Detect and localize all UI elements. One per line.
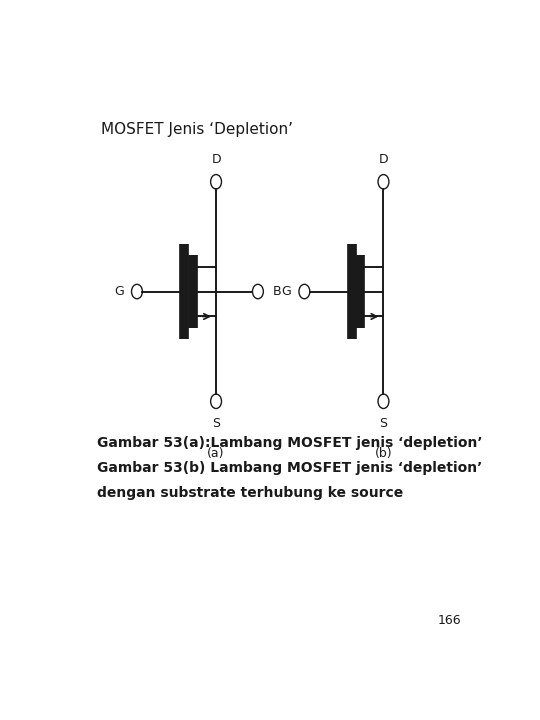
Text: S: S bbox=[212, 417, 220, 430]
Text: dengan substrate terhubung ke source: dengan substrate terhubung ke source bbox=[97, 485, 403, 500]
Text: D: D bbox=[379, 153, 388, 166]
Text: MOSFET Jenis ‘Depletion’: MOSFET Jenis ‘Depletion’ bbox=[101, 122, 293, 138]
Text: B: B bbox=[273, 285, 281, 298]
Text: (a): (a) bbox=[207, 447, 225, 460]
Text: G: G bbox=[114, 285, 124, 298]
Text: 166: 166 bbox=[437, 614, 461, 627]
Text: S: S bbox=[380, 417, 388, 430]
Text: G: G bbox=[282, 285, 292, 298]
Text: Gambar 53(b) Lambang MOSFET jenis ‘depletion’: Gambar 53(b) Lambang MOSFET jenis ‘deple… bbox=[97, 461, 482, 474]
Text: (b): (b) bbox=[375, 447, 392, 460]
Text: D: D bbox=[211, 153, 221, 166]
Text: Gambar 53(a):Lambang MOSFET jenis ‘depletion’: Gambar 53(a):Lambang MOSFET jenis ‘deple… bbox=[97, 436, 482, 450]
